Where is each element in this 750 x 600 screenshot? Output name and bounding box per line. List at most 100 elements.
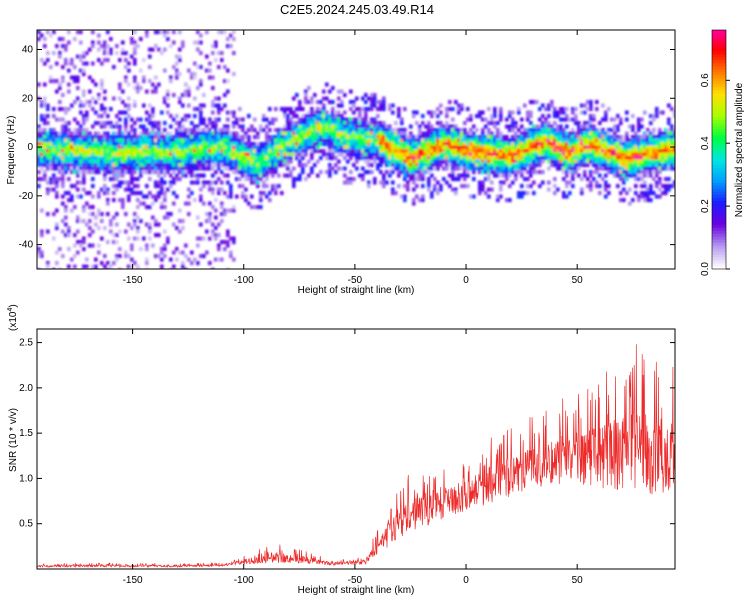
heatmap-cell [535, 170, 539, 175]
heatmap-cell [436, 156, 440, 161]
heatmap-cell [541, 138, 545, 143]
heatmap-cell [154, 135, 158, 140]
heatmap-cell [355, 128, 359, 133]
heatmap-cell [640, 156, 644, 161]
heatmap-cell [91, 145, 95, 150]
heatmap-cell [457, 177, 461, 182]
heatmap-cell [307, 131, 311, 136]
heatmap-cell [484, 177, 488, 182]
heatmap-cell [367, 135, 371, 140]
heatmap-cell [478, 156, 482, 161]
heatmap-cell [67, 138, 71, 143]
heatmap-cell [64, 145, 68, 150]
heatmap-cell [55, 79, 59, 84]
heatmap-cell [256, 163, 260, 168]
heatmap-cell [271, 142, 275, 147]
heatmap-cell [361, 131, 365, 136]
heatmap-cell [40, 58, 44, 63]
heatmap-cell [418, 138, 422, 143]
heatmap-cell [199, 173, 203, 178]
heatmap-cell [85, 100, 89, 105]
heatmap-cell [151, 142, 155, 147]
heatmap-cell [43, 100, 47, 105]
heatmap-cell [229, 44, 233, 49]
heatmap-cell [295, 128, 299, 133]
heatmap-cell [241, 194, 245, 199]
heatmap-cell [112, 191, 116, 196]
heatmap-cell [610, 135, 614, 140]
heatmap-cell [226, 156, 230, 161]
heatmap-cell [211, 187, 215, 192]
heatmap-cell [262, 180, 266, 185]
heatmap-cell [304, 142, 308, 147]
heatmap-cell [355, 96, 359, 101]
heatmap-cell [478, 170, 482, 175]
heatmap-cell [226, 110, 230, 115]
heatmap-cell [82, 170, 86, 175]
heatmap-cell [187, 131, 191, 136]
heatmap-cell [442, 131, 446, 136]
heatmap-cell [532, 142, 536, 147]
heatmap-cell [397, 142, 401, 147]
heatmap-cell [481, 145, 485, 150]
heatmap-cell [619, 121, 623, 126]
heatmap-cell [493, 114, 497, 119]
heatmap-cell [427, 163, 431, 168]
heatmap-cell [55, 261, 59, 266]
heatmap-cell [166, 156, 170, 161]
heatmap-cell [196, 128, 200, 133]
heatmap-cell [448, 138, 452, 143]
heatmap-cell [493, 149, 497, 154]
heatmap-cell [199, 135, 203, 140]
heatmap-cell [160, 110, 164, 115]
heatmap-cell [139, 163, 143, 168]
heatmap-cell [367, 152, 371, 157]
heatmap-cell [277, 131, 281, 136]
heatmap-cell [556, 145, 560, 150]
heatmap-cell [421, 194, 425, 199]
heatmap-cell [184, 254, 188, 259]
heatmap-cell [358, 149, 362, 154]
heatmap-cell [208, 184, 212, 189]
heatmap-cell [517, 170, 521, 175]
heatmap-cell [421, 135, 425, 140]
heatmap-cell [427, 184, 431, 189]
heatmap-cell [100, 166, 104, 171]
heatmap-cell [88, 243, 92, 248]
heatmap-cell [355, 149, 359, 154]
heatmap-cell [232, 240, 236, 245]
heatmap-cell [73, 170, 77, 175]
heatmap-cell [565, 138, 569, 143]
heatmap-cell [376, 145, 380, 150]
heatmap-cell [655, 107, 659, 112]
heatmap-cell [487, 156, 491, 161]
heatmap-cell [418, 166, 422, 171]
heatmap-cell [610, 159, 614, 164]
heatmap-cell [151, 201, 155, 206]
heatmap-cell [49, 33, 53, 38]
heatmap-cell [286, 145, 290, 150]
heatmap-cell [211, 159, 215, 164]
heatmap-cell [346, 124, 350, 129]
heatmap-cell [325, 138, 329, 143]
heatmap-cell [628, 149, 632, 154]
heatmap-cell [169, 114, 173, 119]
heatmap-cell [112, 131, 116, 136]
heatmap-cell [145, 222, 149, 227]
heatmap-cell [388, 107, 392, 112]
heatmap-cell [40, 163, 44, 168]
heatmap-cell [190, 152, 194, 157]
heatmap-cell [70, 208, 74, 213]
heatmap-cell [382, 103, 386, 108]
heatmap-cell [274, 152, 278, 157]
heatmap-cell [328, 117, 332, 122]
heatmap-cell [454, 131, 458, 136]
heatmap-cell [625, 156, 629, 161]
heatmap-cell [589, 184, 593, 189]
heatmap-cell [49, 156, 53, 161]
heatmap-y-tick-label: -20 [19, 191, 34, 202]
heatmap-cell [163, 149, 167, 154]
heatmap-cell [640, 173, 644, 178]
heatmap-cell [97, 33, 101, 38]
heatmap-cell [526, 128, 530, 133]
